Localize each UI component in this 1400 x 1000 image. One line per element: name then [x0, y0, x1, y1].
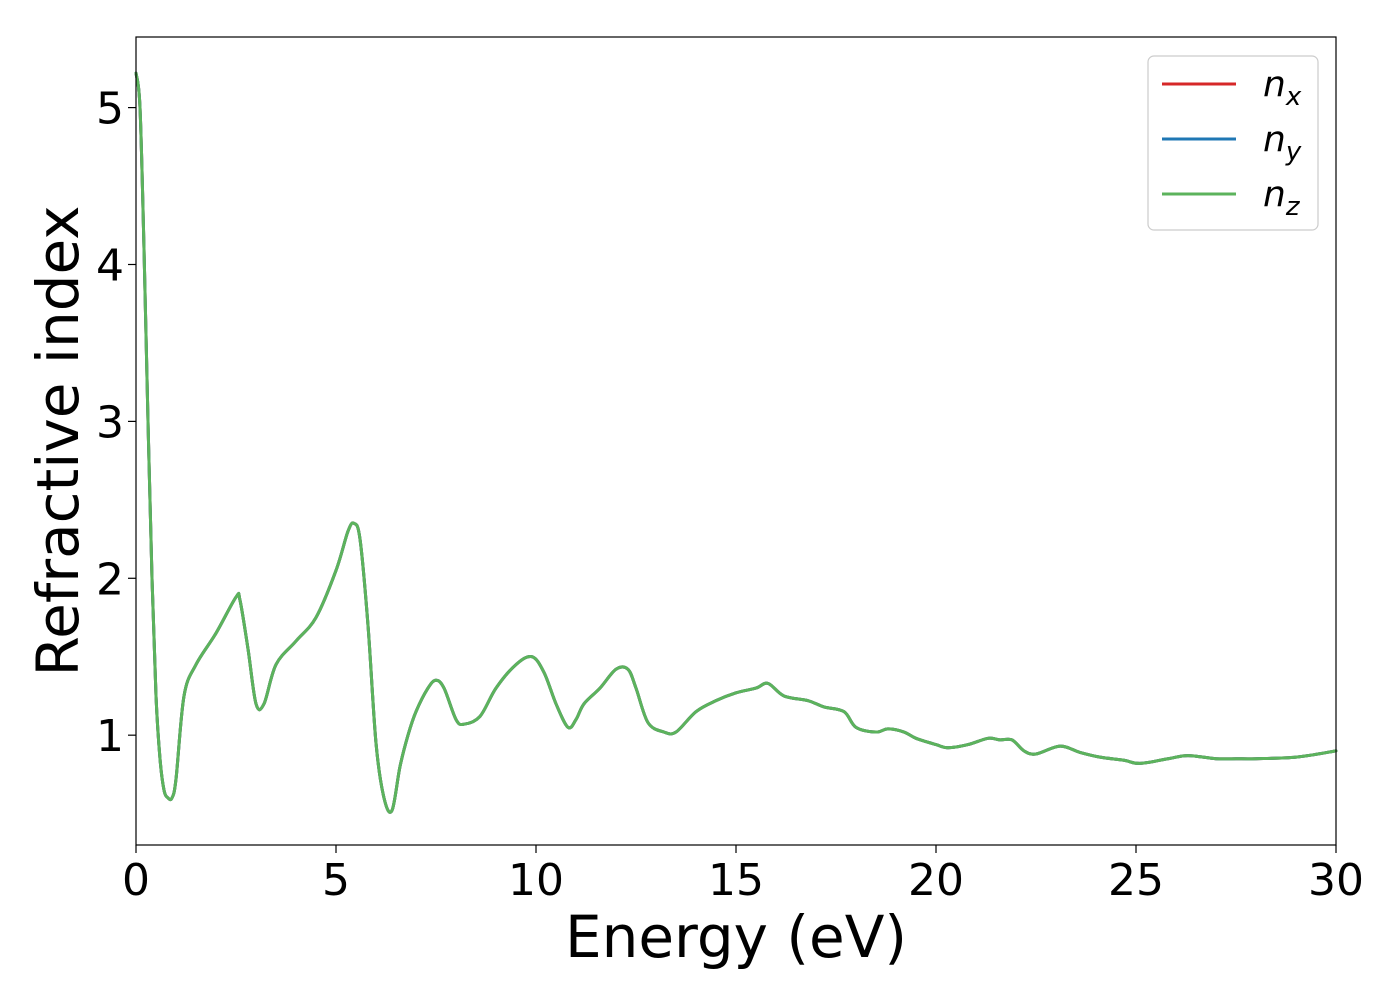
y-axis-label: Refractive index	[24, 205, 92, 676]
series-line-nz	[134, 71, 1338, 814]
legend-box	[1147, 55, 1319, 231]
legend-label-ny: ny	[1263, 119, 1302, 167]
y-tick-label-3: 3	[96, 397, 124, 448]
legend-label-base: n	[1263, 174, 1286, 215]
y-axis-ticks: 1 2 3 4 5	[96, 84, 136, 762]
legend-label-subscript: z	[1285, 192, 1301, 222]
x-tick-label-5: 5	[322, 855, 350, 906]
legend-label-base: n	[1263, 64, 1286, 105]
legend-label-subscript: y	[1285, 137, 1302, 167]
x-axis-ticks: 0 5 10 15 20 25 30	[122, 845, 1364, 906]
x-tick-label-10: 10	[508, 855, 564, 906]
x-tick-label-30: 30	[1308, 855, 1364, 906]
x-tick-label-0: 0	[122, 855, 150, 906]
x-tick-label-25: 25	[1108, 855, 1164, 906]
y-tick-label-5: 5	[96, 84, 124, 135]
series-layer	[134, 71, 1338, 814]
legend-label-subscript: x	[1285, 82, 1302, 112]
legend-label-nx: nx	[1263, 64, 1302, 112]
x-tick-label-20: 20	[908, 855, 964, 906]
y-tick-label-4: 4	[96, 240, 124, 291]
x-tick-label-15: 15	[708, 855, 764, 906]
legend-label-nz: nz	[1263, 174, 1301, 222]
x-axis-label: Energy (eV)	[565, 903, 907, 971]
y-tick-label-2: 2	[96, 554, 124, 605]
legend-label-base: n	[1263, 119, 1286, 160]
y-tick-label-1: 1	[96, 711, 124, 762]
